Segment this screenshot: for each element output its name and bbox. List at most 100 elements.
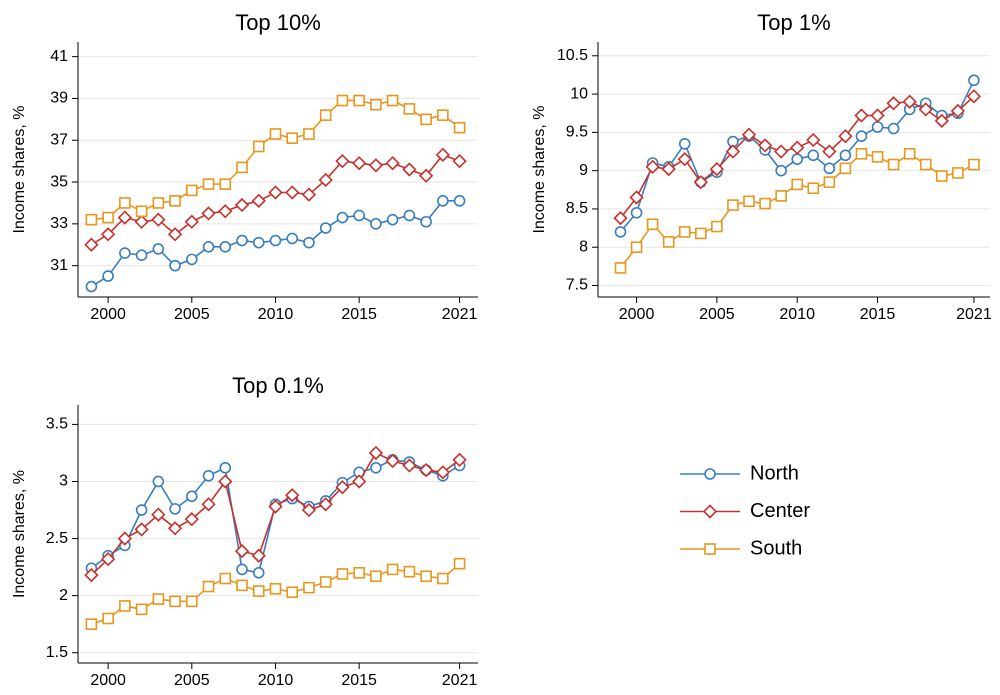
data-point <box>352 474 367 489</box>
x-tick-label: 2010 <box>258 672 294 689</box>
y-axis-label: Income shares, % <box>11 105 28 233</box>
series-line <box>90 458 461 574</box>
data-point <box>757 138 773 153</box>
data-point <box>335 480 350 495</box>
x-tick-label: 2005 <box>174 672 210 689</box>
data-point <box>966 89 982 104</box>
data-point <box>301 502 317 518</box>
data-point <box>201 497 216 512</box>
data-point <box>102 612 114 625</box>
chart-title: Top 0.1% <box>232 373 324 398</box>
data-point <box>286 232 299 245</box>
data-point <box>775 164 787 177</box>
data-point <box>336 94 349 107</box>
data-point <box>661 161 676 177</box>
data-point <box>902 94 917 109</box>
data-point <box>335 154 350 169</box>
x-tick-label: 2005 <box>699 306 735 323</box>
data-point <box>662 236 675 248</box>
x-tick-label: 2010 <box>779 306 815 323</box>
data-point <box>952 167 964 179</box>
data-point <box>791 153 804 165</box>
y-tick-label: 9 <box>579 162 588 179</box>
data-point <box>268 185 283 200</box>
data-point <box>151 212 166 227</box>
data-point <box>84 567 99 583</box>
data-point <box>368 445 384 461</box>
legend-marker <box>702 504 718 519</box>
data-point <box>711 220 723 233</box>
data-point <box>453 121 466 134</box>
data-point <box>319 576 332 588</box>
data-point <box>318 172 333 188</box>
data-point <box>119 600 131 612</box>
data-point <box>386 94 399 107</box>
data-point <box>968 158 980 171</box>
data-point <box>353 209 365 222</box>
data-point <box>218 474 233 489</box>
data-point <box>678 138 691 150</box>
data-point <box>152 475 165 488</box>
y-tick-label: 41 <box>50 48 68 65</box>
data-point <box>219 241 232 253</box>
data-point <box>336 211 349 224</box>
data-point <box>759 197 771 210</box>
data-point <box>152 197 165 209</box>
x-tick-label: 2015 <box>860 306 896 323</box>
legend-label: South <box>750 537 802 559</box>
data-point <box>838 129 853 144</box>
data-point <box>950 103 966 119</box>
data-point <box>236 563 248 576</box>
data-point <box>418 462 434 478</box>
x-tick-label: 2021 <box>956 306 992 323</box>
data-point <box>202 580 215 593</box>
data-point <box>102 211 114 224</box>
data-point <box>435 465 450 480</box>
y-axis-label: Income shares, % <box>531 105 548 233</box>
data-point <box>919 158 932 171</box>
data-point <box>709 161 725 177</box>
data-point <box>741 127 757 142</box>
data-point <box>251 193 266 208</box>
data-point <box>186 184 198 197</box>
data-point <box>119 197 131 209</box>
data-point <box>727 199 739 211</box>
data-point <box>169 595 181 608</box>
data-point <box>420 215 432 228</box>
data-point <box>368 158 384 173</box>
data-point <box>135 603 148 616</box>
x-tick-label: 2010 <box>258 306 294 323</box>
data-point <box>854 108 869 123</box>
data-point <box>119 247 131 259</box>
data-point <box>286 586 299 599</box>
y-tick-label: 31 <box>50 257 68 274</box>
data-point <box>403 565 416 578</box>
y-tick-label: 2 <box>59 587 68 604</box>
data-point <box>385 453 400 469</box>
y-tick-label: 8.5 <box>566 200 588 217</box>
x-tick-label: 2000 <box>90 672 126 689</box>
y-tick-label: 37 <box>50 131 68 148</box>
data-point <box>135 249 148 261</box>
data-point <box>822 144 837 159</box>
data-point <box>236 234 248 247</box>
y-tick-label: 39 <box>50 90 68 107</box>
data-point <box>613 210 628 226</box>
data-point <box>774 144 789 159</box>
data-point <box>385 156 400 171</box>
data-point <box>807 149 820 162</box>
data-point <box>252 585 265 597</box>
data-point <box>169 503 181 515</box>
x-tick-label: 2015 <box>341 672 377 689</box>
data-point <box>167 521 183 536</box>
data-point <box>236 579 248 592</box>
legend-label: Center <box>750 500 810 522</box>
data-point <box>418 168 434 183</box>
y-axis-label: Income shares, % <box>11 470 28 598</box>
data-point <box>887 158 900 171</box>
data-point <box>402 162 417 177</box>
data-point <box>370 570 382 583</box>
data-point <box>152 593 165 605</box>
data-point <box>84 237 99 252</box>
